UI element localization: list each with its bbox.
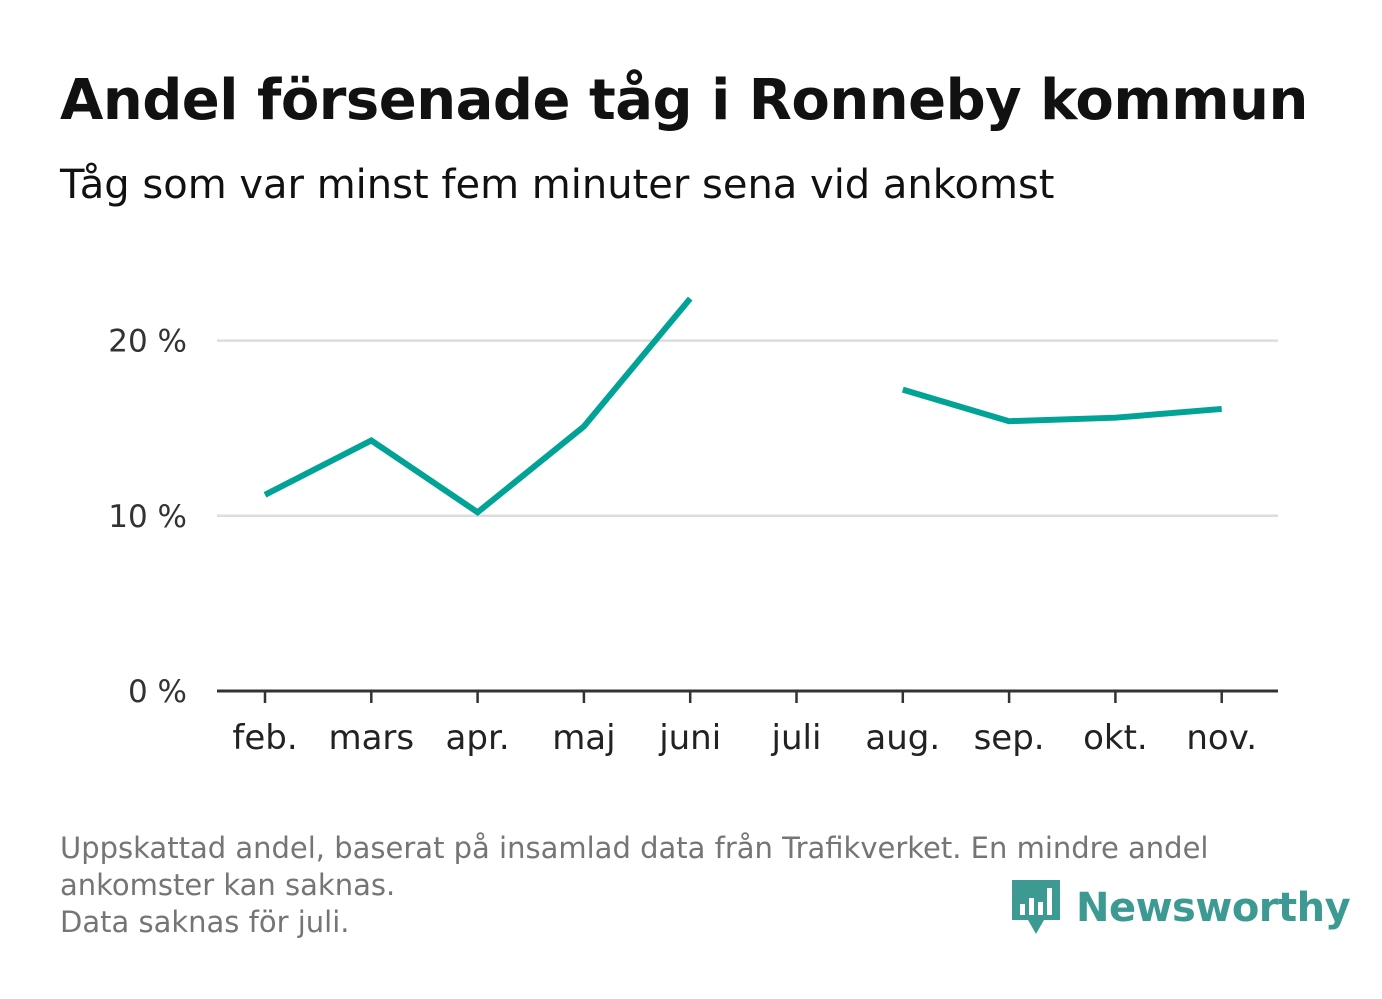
x-tick-label: apr. (446, 718, 510, 758)
chart-subtitle: Tåg som var minst fem minuter sena vid a… (60, 162, 1055, 208)
y-tick-label: 20 % (108, 324, 187, 360)
x-tick-label: aug. (865, 718, 940, 758)
line-chart: 0 % 10 % 20 % feb. mars apr. maj juni juli aug. se… (108, 296, 1278, 758)
series-line (901, 386, 1222, 425)
x-tick-label: mars (328, 718, 414, 758)
y-tick-label: 0 % (128, 674, 187, 710)
footnote: Uppskattad andel, baserat på insamlad da… (60, 831, 1209, 939)
x-tick-label: juni (658, 718, 721, 758)
y-tick-label: 10 % (108, 499, 187, 535)
x-tick-label: feb. (232, 718, 297, 758)
x-tick-label: nov. (1186, 718, 1257, 758)
chart-title: Andel försenade tåg i Ronneby kommun (60, 68, 1308, 133)
x-tick-label: sep. (974, 718, 1045, 758)
x-tick-label: okt. (1083, 718, 1148, 758)
x-tick-label: juli (771, 718, 822, 758)
x-tick-label: maj (552, 718, 615, 758)
series-line (263, 296, 693, 517)
newsworthy-logo-text: Newsworthy (1076, 885, 1351, 931)
newsworthy-logo-icon (1012, 880, 1060, 934)
newsworthy-logo: Newsworthy (1010, 878, 1351, 938)
